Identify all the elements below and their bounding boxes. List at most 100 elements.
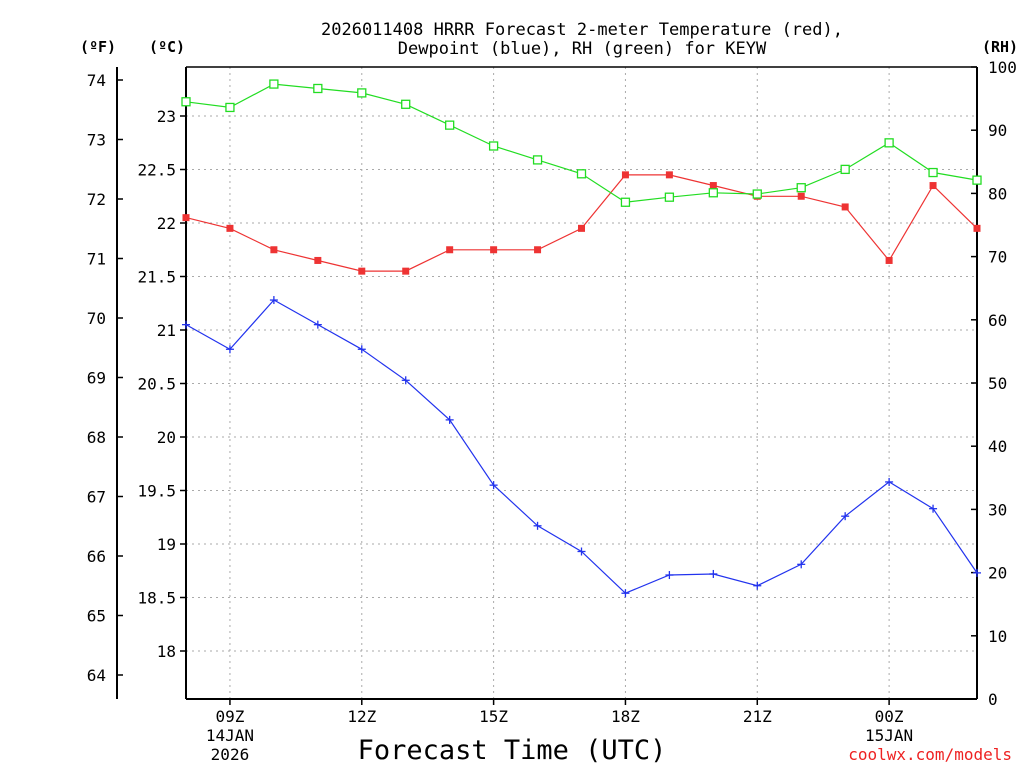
2-meter-temperature-point bbox=[314, 256, 322, 264]
fahrenheit-tick-label: 68 bbox=[87, 428, 106, 447]
fahrenheit-tick-label: 69 bbox=[87, 369, 106, 388]
rh-tick-label: 70 bbox=[988, 248, 1007, 267]
celsius-tick-label: 20 bbox=[157, 428, 176, 447]
fahrenheit-unit-label: (ºF) bbox=[80, 38, 116, 56]
celsius-unit-label: (ºC) bbox=[149, 38, 185, 56]
rh-point bbox=[181, 97, 191, 107]
dewpoint-point bbox=[929, 504, 938, 513]
rh-tick-label: 0 bbox=[988, 690, 998, 709]
celsius-tick-label: 23 bbox=[157, 107, 176, 126]
dewpoint-point bbox=[401, 376, 410, 385]
2-meter-temperature-point bbox=[358, 267, 366, 275]
rh-point bbox=[401, 99, 411, 109]
2-meter-temperature-point bbox=[929, 182, 937, 190]
dewpoint-point bbox=[313, 320, 322, 329]
2-meter-temperature-point bbox=[665, 171, 673, 179]
rh-tick-label: 90 bbox=[988, 121, 1007, 140]
rh-point bbox=[357, 88, 367, 98]
2-meter-temperature-point bbox=[797, 192, 805, 200]
rh-tick-label: 60 bbox=[988, 311, 1007, 330]
fahrenheit-tick-label: 73 bbox=[87, 131, 106, 150]
fahrenheit-tick-label: 71 bbox=[87, 250, 106, 269]
rh-point bbox=[532, 155, 543, 165]
rh-point bbox=[796, 183, 806, 193]
rh-point bbox=[972, 175, 982, 185]
rh-point bbox=[620, 197, 631, 207]
dewpoint-point bbox=[225, 345, 234, 354]
fahrenheit-tick-label: 70 bbox=[87, 309, 106, 328]
rh-point bbox=[576, 169, 587, 179]
dewpoint-point bbox=[182, 320, 190, 329]
rh-point bbox=[664, 192, 675, 202]
x-tick-date-label: 14JAN bbox=[206, 726, 254, 745]
chart-title-line2: Dewpoint (blue), RH (green) for KEYW bbox=[398, 39, 767, 59]
rh-point bbox=[708, 188, 718, 198]
rh-point bbox=[269, 79, 279, 89]
2-meter-temperature-point bbox=[973, 224, 981, 232]
x-tick-date-label: 15JAN bbox=[865, 726, 913, 745]
fahrenheit-tick-label: 74 bbox=[87, 71, 106, 90]
celsius-tick-label: 21.5 bbox=[137, 268, 176, 287]
rh-point bbox=[840, 164, 850, 175]
celsius-tick-label: 22.5 bbox=[137, 161, 176, 180]
dewpoint-point bbox=[269, 296, 278, 305]
rh-tick-label: 30 bbox=[988, 500, 1007, 519]
x-tick-label: 18Z bbox=[611, 707, 640, 726]
x-tick-label: 00Z bbox=[875, 707, 904, 726]
rh-unit-label: (RH) bbox=[982, 38, 1018, 56]
x-tick-year-label: 2026 bbox=[211, 745, 250, 764]
2-meter-temperature-point bbox=[534, 246, 542, 254]
dewpoint-point bbox=[753, 581, 762, 590]
rh-point bbox=[752, 189, 762, 199]
x-tick-label: 12Z bbox=[347, 707, 376, 726]
dewpoint-point bbox=[357, 345, 366, 354]
dewpoint-point bbox=[797, 560, 806, 569]
2-meter-temperature-point bbox=[490, 246, 498, 254]
fahrenheit-tick-label: 72 bbox=[87, 190, 106, 209]
rh-tick-label: 10 bbox=[988, 627, 1007, 646]
2-meter-temperature-point bbox=[621, 171, 629, 179]
dewpoint-point bbox=[621, 589, 630, 598]
2-meter-temperature-point bbox=[270, 246, 278, 254]
2-meter-temperature-point bbox=[226, 224, 234, 232]
celsius-tick-label: 19 bbox=[157, 535, 176, 554]
2-meter-temperature-point bbox=[885, 256, 893, 264]
celsius-tick-label: 22 bbox=[157, 214, 176, 233]
rh-point bbox=[225, 102, 235, 113]
rh-point bbox=[488, 141, 499, 151]
dewpoint-point bbox=[973, 568, 981, 577]
dewpoint-point bbox=[841, 512, 850, 521]
fahrenheit-tick-label: 65 bbox=[87, 607, 106, 626]
2-meter-temperature-point bbox=[446, 246, 454, 254]
celsius-tick-label: 20.5 bbox=[137, 375, 176, 394]
x-tick-label: 21Z bbox=[743, 707, 772, 726]
celsius-tick-label: 18 bbox=[157, 642, 176, 661]
data-series bbox=[181, 79, 982, 598]
x-axis-label: Forecast Time (UTC) bbox=[358, 735, 667, 766]
fahrenheit-tick-label: 64 bbox=[87, 666, 106, 685]
celsius-tick-label: 18.5 bbox=[137, 589, 176, 608]
rh-tick-label: 40 bbox=[988, 437, 1007, 456]
dewpoint-point bbox=[445, 415, 454, 424]
rh-point bbox=[928, 167, 938, 178]
rh-point bbox=[884, 138, 894, 148]
celsius-tick-label: 21 bbox=[157, 321, 176, 340]
dewpoint-point bbox=[885, 477, 894, 486]
2-meter-temperature-point bbox=[182, 214, 190, 222]
dewpoint-point bbox=[577, 547, 586, 556]
celsius-tick-label: 19.5 bbox=[137, 482, 176, 501]
x-tick-label: 15Z bbox=[479, 707, 508, 726]
rh-tick-label: 80 bbox=[988, 184, 1007, 203]
rh-tick-label: 50 bbox=[988, 374, 1007, 393]
dewpoint-point bbox=[533, 521, 542, 530]
dewpoint-point bbox=[709, 569, 718, 578]
x-tick-label: 09Z bbox=[215, 707, 244, 726]
credit-text: coolwx.com/models bbox=[848, 745, 1012, 764]
rh-tick-label: 100 bbox=[988, 58, 1017, 77]
dewpoint-point bbox=[489, 481, 498, 490]
2-meter-temperature-point bbox=[709, 182, 717, 190]
2-meter-temperature-point bbox=[841, 203, 849, 211]
2-meter-temperature-point bbox=[402, 267, 410, 275]
